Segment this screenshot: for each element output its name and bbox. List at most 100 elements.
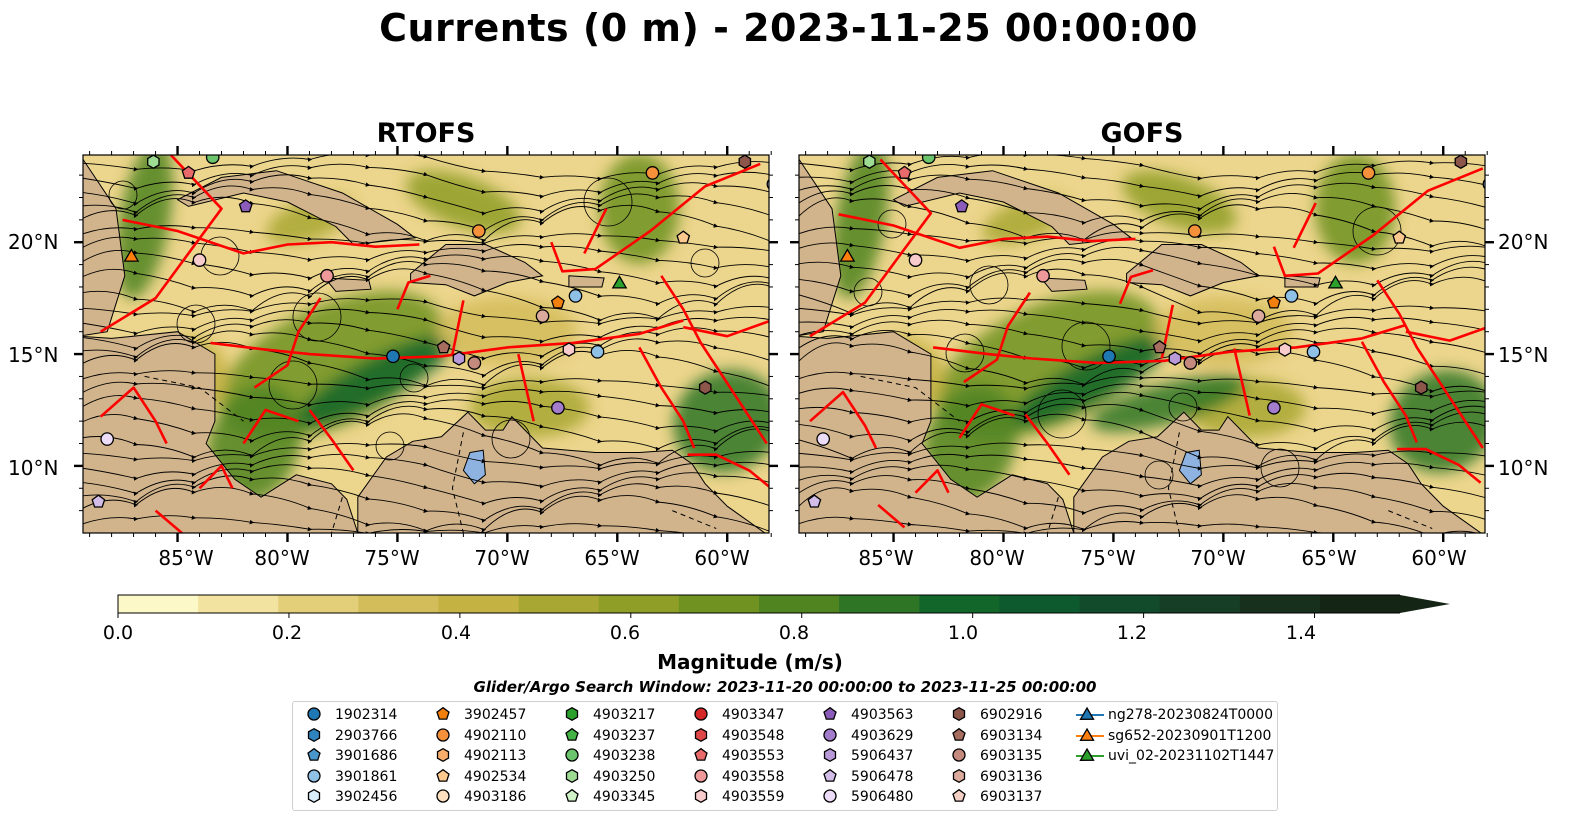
eddy-streamline: [1352, 206, 1402, 256]
legend-label: 4903553: [722, 748, 785, 764]
lon-tick-80w-right: 80°W: [969, 546, 1025, 570]
legend-label: 4903217: [593, 707, 656, 723]
eez-line: [660, 275, 768, 445]
lon-tick-70w-right: 70°W: [1190, 546, 1246, 570]
eez-line: [1024, 413, 1071, 476]
legend-marker-icon: [436, 747, 450, 763]
legend-marker: [307, 768, 321, 783]
legend-marker: [952, 748, 966, 762]
float-marker: [611, 275, 628, 289]
float-marker: [568, 289, 583, 303]
float-marker: [91, 494, 106, 508]
legend-marker-icon: [307, 768, 321, 783]
eez-line: [451, 300, 465, 355]
float-marker: [1251, 309, 1266, 323]
eez-line: [550, 162, 761, 273]
colorbar-segment: [1239, 595, 1321, 613]
legend-marker: [565, 727, 579, 741]
float-marker: [590, 344, 605, 359]
eddy-streamline: [292, 292, 342, 342]
border-line: [860, 375, 960, 422]
legend-marker-icon: [436, 706, 450, 720]
legend-marker-icon: [565, 706, 579, 722]
panel-title-gofs: GOFS: [1100, 118, 1184, 149]
eddy-streamline: [1260, 448, 1300, 488]
legend-marker-icon: [694, 788, 708, 804]
legend-label: 3902457: [464, 707, 527, 723]
legend-label: 3901686: [335, 748, 398, 764]
legend-marker-icon: [307, 727, 321, 742]
legend-marker-icon: [694, 727, 708, 742]
eez-line: [253, 297, 322, 389]
float-marker: [238, 199, 253, 213]
colorbar-tick-6: 1.2: [1116, 622, 1148, 644]
legend-label: 4903347: [722, 707, 785, 723]
map-frame: [82, 154, 770, 534]
legend-marker-icon: [565, 727, 579, 741]
eddy-streamline: [853, 277, 883, 307]
float-marker: [1361, 166, 1376, 180]
legend-marker-icon: [952, 788, 966, 802]
eez-line: [198, 464, 234, 490]
legend-marker-icon: [694, 747, 708, 761]
float-marker: [954, 199, 969, 213]
float-marker: [562, 342, 576, 357]
float-markers: [807, 155, 1485, 508]
legend-label: 5906480: [851, 789, 914, 805]
float-marker: [863, 155, 876, 169]
legend-marker: [565, 788, 579, 802]
colorbar-segment: [1319, 595, 1401, 613]
float-marker: [1454, 155, 1468, 169]
float-marker: [1306, 344, 1321, 359]
colorbar-label: Magnitude (m/s): [657, 650, 843, 674]
land-florida: [964, 130, 1001, 152]
legend-marker-icon: [307, 747, 321, 761]
float-marker: [1327, 275, 1344, 289]
legend-marker: [823, 727, 837, 742]
colorbar-extend-arrow: [1400, 595, 1450, 613]
legend-label: 4903548: [722, 727, 785, 744]
border-line: [144, 375, 244, 422]
legend-label: 4902534: [464, 768, 527, 785]
colorbar-tick-5: 1.0: [947, 622, 979, 644]
eez-line: [122, 218, 420, 255]
colorbar-segment: [678, 595, 760, 613]
legend-marker: [307, 727, 321, 742]
legend: 1902314 2903766 3901686 3901861 3902456 39024…: [292, 701, 1278, 811]
colorbar-segment: [759, 595, 840, 613]
float-marker: [676, 230, 691, 244]
eez-line: [99, 386, 168, 445]
land-puerto-rico: [568, 275, 605, 288]
float-marker: [551, 400, 565, 415]
legend-marker: [823, 706, 837, 720]
legend-marker-icon: [1076, 706, 1104, 720]
float-marker: [147, 155, 160, 169]
country-borders: [860, 375, 1433, 533]
eez-line: [1405, 326, 1485, 342]
float-marker: [908, 253, 923, 267]
eddy-streamline: [375, 431, 405, 461]
legend-marker: [952, 788, 966, 802]
legend-marker: [823, 747, 837, 763]
map-panel-rtofs: [74, 146, 778, 542]
legend-label: 1902314: [335, 707, 398, 723]
eddy-streamline: [969, 265, 1009, 305]
legend-marker-icon: [823, 727, 837, 742]
legend-label: 6902916: [980, 707, 1043, 723]
float-marker: [320, 268, 334, 283]
colorbar-tick-0: 0.0: [102, 622, 134, 644]
panel-title-rtofs: RTOFS: [376, 118, 476, 149]
float-marker: [698, 380, 712, 395]
float-marker: [123, 248, 140, 262]
map-content: [83, 155, 769, 533]
lat-tick-20n-left: 20°N: [8, 230, 59, 254]
legend-marker-icon: [436, 768, 450, 782]
eez-line: [932, 323, 1407, 365]
colorbar-tick-1: 0.2: [271, 622, 303, 644]
legend-marker: [823, 768, 837, 782]
legend-label: 4903563: [851, 707, 914, 723]
legend-label: 6903137: [980, 789, 1043, 805]
legend-marker: [1079, 727, 1095, 741]
eddy-streamline: [108, 180, 138, 210]
eez-line: [308, 409, 355, 472]
